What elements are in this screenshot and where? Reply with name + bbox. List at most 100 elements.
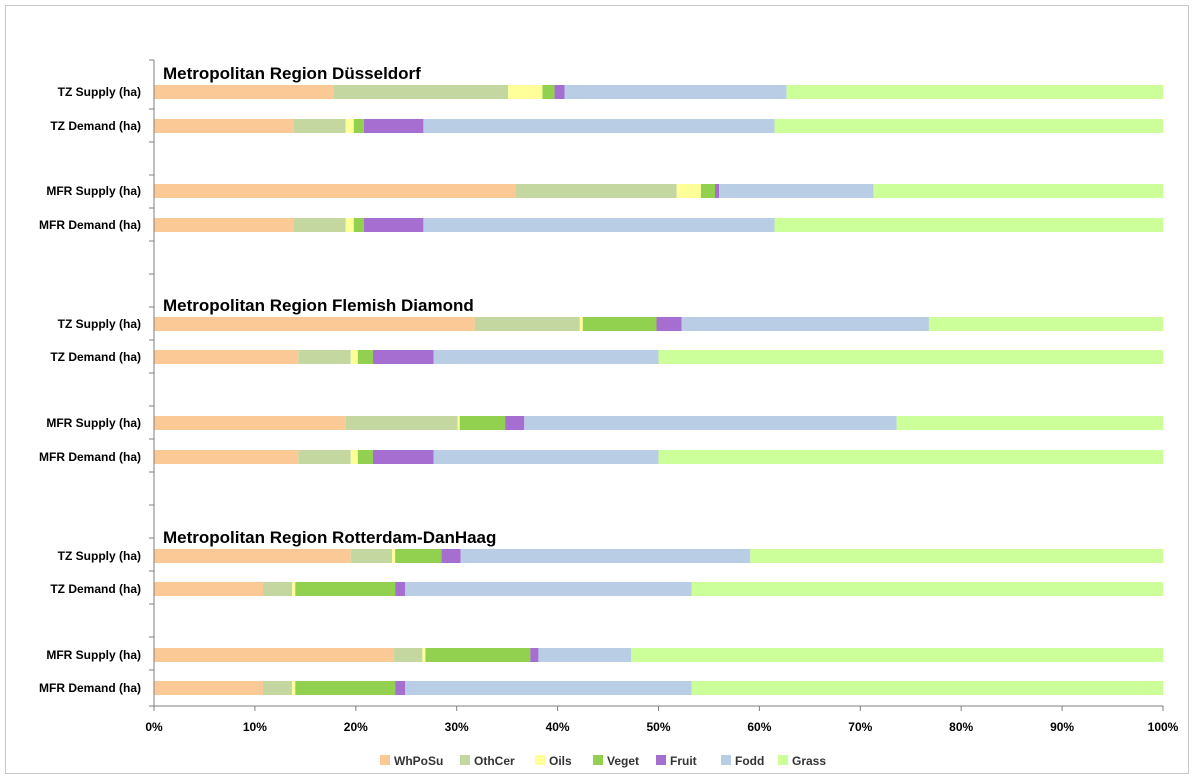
bar-segment-fodd (564, 85, 787, 99)
bar-segment-fruit (505, 416, 525, 430)
bar-segment-fodd (433, 350, 659, 364)
x-tick-label: 80% (949, 720, 973, 734)
bar-segment-othcer (298, 450, 351, 464)
x-tick-label: 50% (646, 720, 670, 734)
chart-border (5, 5, 1189, 774)
legend-label-whposu: WhPoSu (394, 754, 443, 768)
category-label: TZ Supply (ha) (58, 85, 141, 99)
x-tick-label: 90% (1050, 720, 1074, 734)
legend-label-othcer: OthCer (474, 754, 515, 768)
x-tick-label: 10% (243, 720, 267, 734)
legend-swatch-veget (593, 755, 603, 765)
bar-segment-oils (292, 681, 296, 695)
bar-segment-fruit (554, 85, 565, 99)
category-label: TZ Supply (ha) (58, 549, 141, 563)
x-tick-label: 100% (1148, 720, 1179, 734)
bar-segment-fruit (530, 648, 539, 662)
bar-segment-whposu (154, 119, 294, 133)
bar-segment-oils (345, 119, 354, 133)
bar-segment-fruit (372, 350, 434, 364)
bar-segment-grass (873, 184, 1163, 198)
category-label: MFR Supply (ha) (46, 184, 141, 198)
legend-swatch-othcer (460, 755, 470, 765)
x-tick-label: 70% (848, 720, 872, 734)
category-label: TZ Demand (ha) (50, 582, 141, 596)
bar-segment-oils (579, 317, 583, 331)
x-tick-label: 40% (546, 720, 570, 734)
bar-segment-grass (896, 416, 1163, 430)
bar-segment-veget (295, 681, 396, 695)
x-tick-label: 30% (445, 720, 469, 734)
bar-segment-whposu (154, 184, 516, 198)
bar-segment-veget (395, 549, 442, 563)
legend-swatch-fodd (721, 755, 731, 765)
bar-segment-othcer (333, 85, 509, 99)
legend-label-fodd: Fodd (735, 754, 764, 768)
bar-segment-fodd (423, 218, 775, 232)
bar-segment-othcer (345, 416, 458, 430)
bar-segment-veget (357, 350, 373, 364)
bar-segment-grass (631, 648, 1163, 662)
bar-segment-othcer (394, 648, 423, 662)
x-tick-label: 20% (344, 720, 368, 734)
bar-segment-othcer (298, 350, 351, 364)
bar-segment-veget (353, 218, 364, 232)
bar-segment-fodd (423, 119, 775, 133)
x-tick-label: 0% (145, 720, 163, 734)
bar-segment-whposu (154, 582, 263, 596)
category-label: TZ Demand (ha) (50, 350, 141, 364)
bar-segment-whposu (154, 85, 334, 99)
bar-segment-grass (658, 450, 1163, 464)
bar-segment-oils (676, 184, 701, 198)
bar-segment-fruit (363, 119, 424, 133)
bar-segment-fodd (538, 648, 632, 662)
legend-swatch-oils (535, 755, 545, 765)
bar-segment-fruit (395, 582, 406, 596)
bar-segment-oils (292, 582, 296, 596)
x-tick-label: 60% (747, 720, 771, 734)
bar-segment-whposu (154, 450, 299, 464)
bar-segment-othcer (350, 549, 393, 563)
bar-segment-othcer (293, 119, 346, 133)
bar-segment-oils (422, 648, 426, 662)
bar-segment-veget (542, 85, 555, 99)
bar-segment-fruit (363, 218, 424, 232)
category-label: MFR Supply (ha) (46, 416, 141, 430)
bar-segment-othcer (262, 681, 293, 695)
bar-segment-fodd (405, 681, 692, 695)
category-label: MFR Demand (ha) (39, 450, 141, 464)
legend-label-oils: Oils (549, 754, 572, 768)
bar-segment-whposu (154, 350, 299, 364)
bar-segment-grass (774, 218, 1163, 232)
legend-label-veget: Veget (607, 754, 639, 768)
bar-segment-fruit (656, 317, 682, 331)
bar-segment-fodd (719, 184, 874, 198)
bar-segment-veget (357, 450, 373, 464)
bar-segment-oils (345, 218, 354, 232)
bar-segment-fruit (715, 184, 720, 198)
group-title: Metropolitan Region Flemish Diamond (163, 296, 474, 315)
bar-segment-whposu (154, 681, 263, 695)
bar-segment-veget (582, 317, 657, 331)
bar-segment-whposu (154, 218, 294, 232)
bar-segment-grass (928, 317, 1163, 331)
bar-segment-grass (774, 119, 1163, 133)
group-title: Metropolitan Region Rotterdam-DanHaag (163, 528, 496, 547)
bar-segment-othcer (474, 317, 580, 331)
category-label: MFR Demand (ha) (39, 218, 141, 232)
category-label: MFR Demand (ha) (39, 681, 141, 695)
category-label: TZ Demand (ha) (50, 119, 141, 133)
bar-segment-whposu (154, 648, 395, 662)
bar-segment-fruit (372, 450, 434, 464)
bar-segment-grass (786, 85, 1163, 99)
bar-segment-fruit (441, 549, 461, 563)
bar-segment-fodd (405, 582, 692, 596)
bar-segment-whposu (154, 416, 346, 430)
bar-segment-oils (392, 549, 396, 563)
bar-segment-fodd (433, 450, 659, 464)
bar-segment-veget (353, 119, 364, 133)
plot-area: Metropolitan Region Düsseldorf TZ Supply … (39, 59, 1179, 734)
bar-segment-grass (691, 582, 1163, 596)
legend-swatch-fruit (656, 755, 666, 765)
